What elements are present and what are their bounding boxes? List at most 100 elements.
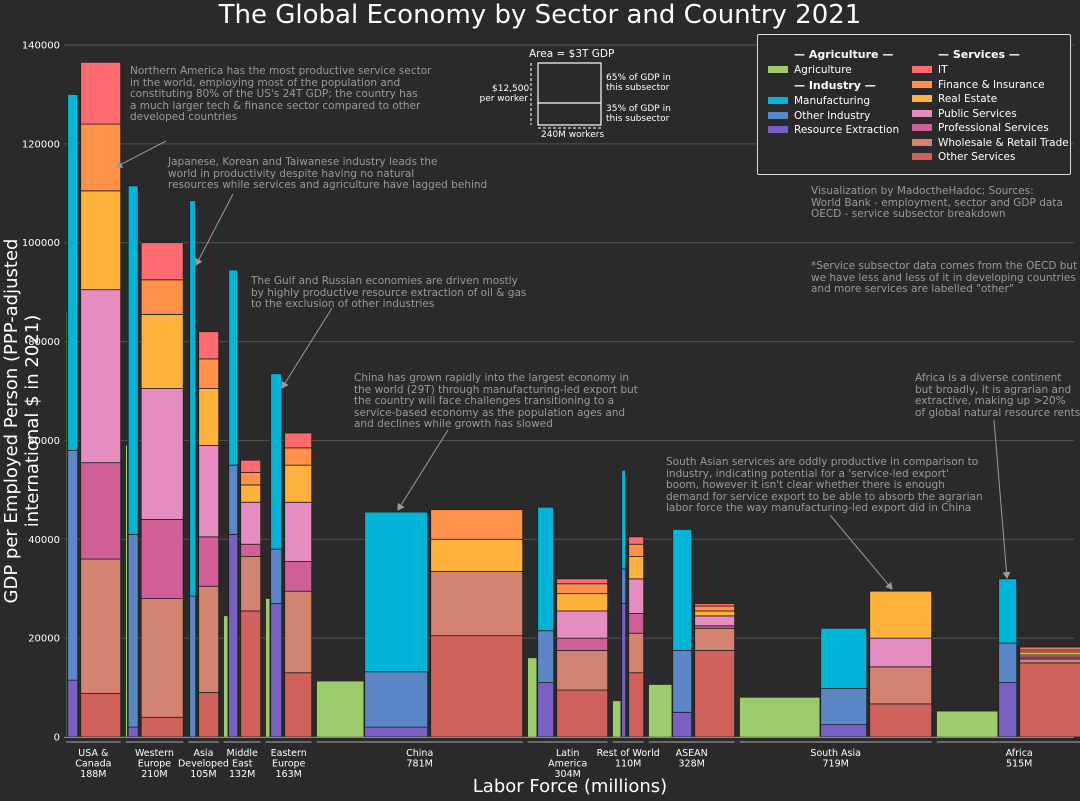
bar-agriculture — [316, 680, 364, 738]
bar-segment-manufacturing — [189, 200, 197, 597]
bar-segment-public-services — [198, 444, 220, 538]
bar-segment-other-industry — [621, 568, 627, 604]
bar-segment-professional-services — [628, 613, 645, 634]
bar-segment-public-services — [240, 501, 262, 545]
region-label: Western — [135, 748, 174, 759]
bar-segment-public-services — [80, 289, 122, 464]
legend: — Agriculture — Agriculture — Industry —… — [757, 34, 1071, 175]
region-workers: 163M — [276, 769, 302, 780]
annotation-arrow — [993, 419, 1011, 579]
legend-swatch — [912, 66, 932, 73]
bar-segment-manufacturing — [537, 506, 555, 632]
legend-swatch — [768, 97, 788, 104]
legend-label: Manufacturing — [794, 95, 871, 107]
bar-segment-other-services — [198, 692, 220, 738]
region-label: South Asia — [810, 748, 861, 759]
bar-segment-other-services — [240, 610, 262, 738]
bar-segment-resource-extraction — [820, 724, 868, 738]
bar-segment-other-industry — [127, 533, 139, 728]
bar-segment-finance-insurance — [240, 472, 262, 486]
bar-segment-it — [284, 432, 313, 449]
annotation-arrow — [829, 514, 893, 590]
bar-segment-real-estate — [869, 590, 933, 639]
bar-agriculture — [527, 657, 537, 738]
bar-segment-other-industry — [364, 671, 429, 728]
bar-segment-other-services — [80, 693, 122, 738]
area-key-upper-label-2: this subsector — [606, 83, 670, 93]
bar-segment-professional-services — [198, 536, 220, 587]
bar-segment-other-services — [284, 672, 313, 738]
region-workers: 328M — [679, 759, 705, 770]
legend-label: Wholesale & Retail Trade — [938, 137, 1069, 149]
area-key-lower-label-1: 35% of GDP in — [606, 104, 671, 114]
region-label: Latin — [556, 748, 580, 759]
region-workers: 515M — [1006, 759, 1032, 770]
legend-label: Finance & Insurance — [938, 79, 1045, 91]
area-key-upper-label-1: 65% of GDP in — [606, 73, 671, 83]
bar-agriculture — [936, 711, 998, 738]
bar-segment-real-estate — [240, 484, 262, 503]
region-label: Europe — [272, 759, 306, 770]
bar-segment-manufacturing — [998, 578, 1018, 644]
region-workers: 719M — [823, 759, 849, 770]
region-label: Rest of World — [597, 748, 660, 759]
bar-segment-it — [198, 331, 220, 360]
bar-agriculture — [612, 700, 621, 738]
annotation-arrow — [397, 429, 449, 511]
bar-segment-finance-insurance — [694, 605, 736, 612]
annotation-asia: Japanese, Korean and Taiwanese industry … — [168, 156, 488, 191]
legend-swatch — [768, 66, 788, 73]
bar-segment-public-services — [694, 615, 736, 627]
bar-agriculture — [65, 311, 67, 738]
bar-segment-real-estate — [556, 593, 609, 612]
bar-agriculture — [187, 595, 189, 738]
bar-segment-public-services — [628, 578, 645, 614]
bar-segment-real-estate — [80, 190, 122, 291]
annotation-gulf: The Gulf and Russian economies are drive… — [251, 275, 527, 310]
area-key-height-label-2: per worker — [479, 94, 528, 104]
annotation-africa: Africa is a diverse continent but broadl… — [915, 372, 1080, 419]
bar-segment-manufacturing — [127, 185, 139, 535]
bar-agriculture — [125, 445, 128, 738]
region-label: East — [232, 759, 253, 770]
legend-swatch — [912, 81, 932, 88]
bar-segment-finance-insurance — [140, 279, 184, 315]
bar-segment-finance-insurance — [628, 543, 645, 557]
region-label: America — [548, 759, 587, 770]
bar-segment-real-estate — [430, 538, 524, 572]
bar-segment-wholesale-retail-trade — [284, 590, 313, 674]
bar-segment-wholesale-retail-trade — [198, 585, 220, 693]
bar-segment-other-industry — [67, 449, 79, 681]
bar-segment-finance-insurance — [198, 358, 220, 389]
y-tick-label: 0 — [54, 733, 60, 744]
bar-agriculture — [648, 684, 672, 738]
bar-segment-resource-extraction — [537, 682, 555, 738]
bar-segment-other-services — [1019, 662, 1080, 738]
bar-segment-it — [80, 61, 122, 125]
legend-industry-header: — Industry — — [794, 79, 876, 92]
bar-segment-professional-services — [556, 637, 609, 651]
legend-swatch — [912, 153, 932, 160]
region-label: Eastern — [271, 748, 307, 759]
region-workers: 105M — [190, 769, 216, 780]
legend-label: Other Services — [938, 151, 1016, 163]
region-label: Middle — [227, 748, 259, 759]
y-tick-label: 140000 — [22, 41, 60, 52]
bar-segment-real-estate — [198, 388, 220, 446]
credits-note: Visualization by MadoctheHadoc; Sources:… — [811, 185, 1063, 220]
bar-segment-real-estate — [694, 610, 736, 617]
bar-segment-resource-extraction — [998, 682, 1018, 738]
bar-agriculture — [739, 697, 820, 738]
bar-segment-manufacturing — [228, 269, 239, 466]
bar-segment-finance-insurance — [430, 509, 524, 540]
annotation-arrow — [195, 193, 234, 266]
bar-segment-public-services — [284, 501, 313, 562]
annotation-arrow — [115, 140, 167, 168]
bar-segment-it — [628, 536, 645, 545]
legend-agriculture-header: — Agriculture — — [794, 48, 894, 61]
bar-segment-resource-extraction — [270, 603, 283, 738]
bar-segment-professional-services — [80, 462, 122, 560]
legend-label: Resource Extraction — [794, 124, 900, 136]
area-key-lower-label-2: this subsector — [606, 114, 670, 124]
